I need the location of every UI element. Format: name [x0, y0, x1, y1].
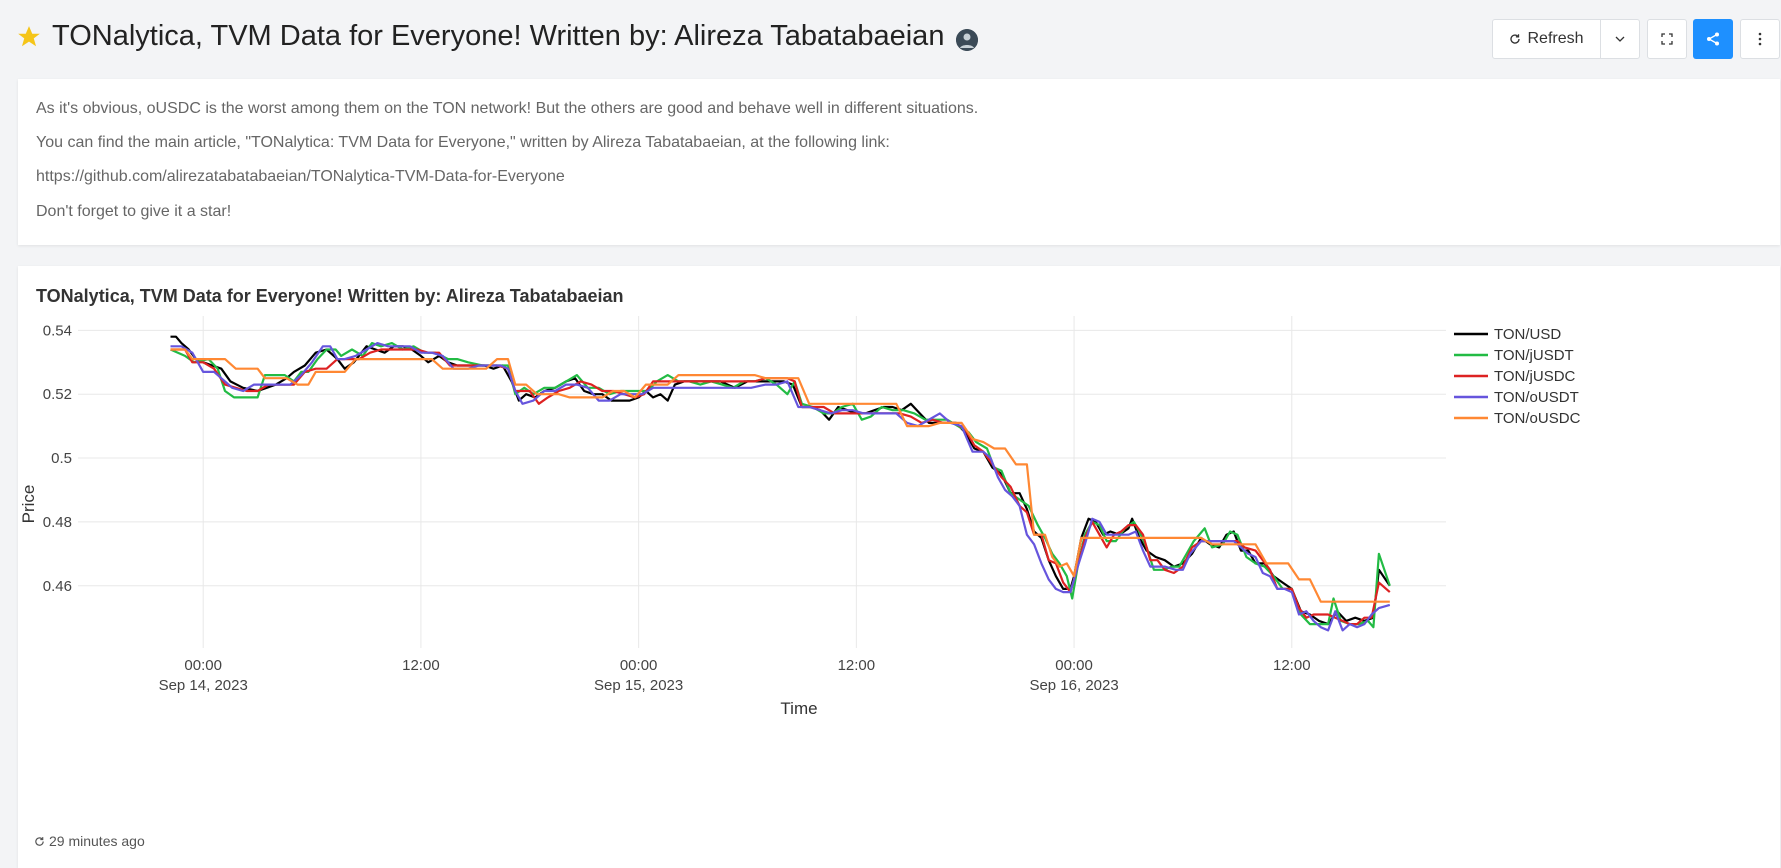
last-updated: 29 minutes ago: [34, 833, 145, 849]
dashboard-header: TONalytica, TVM Data for Everyone! Writt…: [0, 0, 1781, 78]
markdown-card: As it's obvious, oUSDC is the worst amon…: [18, 79, 1780, 245]
description-line: Don't forget to give it a star!: [36, 203, 232, 220]
x-tick-date-label: Sep 14, 2023: [159, 677, 248, 694]
refresh-icon: [35, 836, 44, 846]
y-tick-label: 0.5: [51, 450, 72, 467]
y-tick-label: 0.54: [43, 322, 72, 339]
chart-card: TONalytica, TVM Data for Everyone! Writt…: [18, 266, 1780, 868]
y-tick-label: 0.46: [43, 578, 72, 595]
x-tick-date-label: Sep 16, 2023: [1029, 677, 1118, 694]
last-updated-text: 29 minutes ago: [49, 833, 145, 849]
chart-card-title: TONalytica, TVM Data for Everyone! Writt…: [36, 286, 624, 306]
series-line-ton-ousdc: [170, 348, 1390, 603]
more-vertical-icon: [1758, 32, 1762, 46]
x-tick-label: 12:00: [1273, 657, 1311, 674]
fullscreen-icon: [1661, 33, 1673, 45]
description-line: You can find the main article, "TONalyti…: [36, 134, 890, 151]
legend-label: TON/USD: [1494, 326, 1561, 343]
description-link[interactable]: https://github.com/alirezatabatabaeian/T…: [36, 168, 565, 185]
legend-label: TON/oUSDC: [1494, 410, 1581, 427]
series-line-ton-jusdt: [170, 342, 1391, 629]
legend-label: TON/jUSDT: [1494, 347, 1574, 364]
x-axis-title: Time: [780, 699, 817, 718]
x-tick-date-label: Sep 15, 2023: [594, 677, 683, 694]
series-line-ton-jusdc: [170, 348, 1391, 626]
legend-label: TON/jUSDC: [1494, 368, 1576, 385]
refresh-icon: [1510, 34, 1521, 44]
page-title: TONalytica, TVM Data for Everyone! Writt…: [52, 20, 945, 52]
legend-label: TON/oUSDT: [1494, 389, 1579, 406]
y-tick-label: 0.48: [43, 514, 72, 531]
more-options-button[interactable]: [1740, 19, 1780, 59]
share-button[interactable]: [1693, 19, 1733, 59]
favorite-star-icon[interactable]: [16, 24, 42, 50]
refresh-options-button[interactable]: [1601, 20, 1639, 58]
x-tick-label: 00:00: [184, 657, 222, 674]
fullscreen-button[interactable]: [1647, 19, 1687, 59]
x-tick-label: 12:00: [838, 657, 876, 674]
refresh-label: Refresh: [1527, 30, 1584, 47]
x-tick-label: 00:00: [1055, 657, 1093, 674]
series-line-ton-usd: [170, 335, 1391, 626]
user-avatar-icon: [956, 29, 978, 51]
x-tick-label: 00:00: [620, 657, 658, 674]
line-chart[interactable]: 0.46 0.48 0.5 0.52 0.54 00:00 Sep 14, 2023 12:0…: [18, 266, 1780, 826]
avatar[interactable]: [956, 29, 978, 51]
refresh-button-group: Refresh: [1492, 19, 1640, 59]
y-axis-title: Price: [19, 485, 38, 524]
share-icon: [1707, 32, 1719, 46]
refresh-button[interactable]: Refresh: [1493, 20, 1601, 58]
series-line-ton-ousdt: [170, 342, 1391, 632]
x-tick-label: 12:00: [402, 657, 440, 674]
y-tick-label: 0.52: [43, 386, 72, 403]
chevron-down-icon: [1615, 36, 1625, 42]
description-line: As it's obvious, oUSDC is the worst amon…: [36, 100, 979, 117]
